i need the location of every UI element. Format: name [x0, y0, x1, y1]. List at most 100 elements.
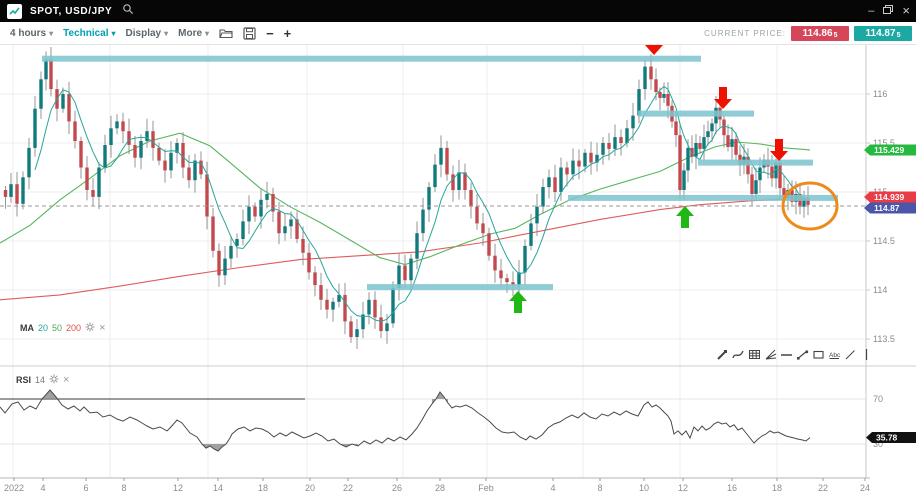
- candle-up: [517, 272, 521, 286]
- diagonal-line-tool[interactable]: [844, 348, 857, 362]
- candle-up: [625, 128, 629, 143]
- candle-up: [631, 115, 635, 129]
- chevron-down-icon: ▾: [205, 28, 210, 38]
- candle-up: [21, 177, 25, 204]
- bid-price-box[interactable]: 114.86 5: [791, 26, 849, 41]
- candle-up: [265, 194, 269, 200]
- candlesticks: [3, 47, 810, 349]
- support-resistance-zone[interactable]: [367, 284, 553, 291]
- brush-tool[interactable]: [732, 348, 745, 362]
- time-axis-label: 12: [678, 483, 688, 493]
- time-axis-label: 6: [83, 483, 88, 493]
- candle-down: [307, 252, 311, 273]
- remove-rsi-icon[interactable]: ×: [63, 373, 70, 386]
- more-dropdown[interactable]: More ▾: [178, 27, 210, 39]
- instrument-title: SPOT, USD/JPY: [30, 5, 113, 17]
- vertical-line-tool[interactable]: [860, 348, 873, 362]
- pencil-tool[interactable]: [716, 348, 729, 362]
- candle-up: [583, 152, 587, 167]
- restore-button[interactable]: [883, 0, 894, 22]
- zoom-in-button[interactable]: +: [283, 25, 292, 41]
- price-axis-label: 114: [873, 285, 887, 295]
- candle-down: [565, 167, 569, 175]
- candle-down: [271, 194, 275, 212]
- fan-tool[interactable]: [764, 348, 777, 362]
- grid-tool[interactable]: [748, 348, 761, 362]
- buy-arrow[interactable]: [676, 206, 694, 228]
- candle-up: [397, 265, 401, 288]
- trend-line-tool[interactable]: [796, 348, 809, 362]
- svg-text:115.429: 115.429: [874, 145, 905, 155]
- rectangle-tool[interactable]: [812, 348, 825, 362]
- price-tag-ma50-value: 115.429: [864, 144, 916, 156]
- candle-down: [49, 59, 53, 90]
- candle-down: [666, 94, 670, 106]
- candle-up: [229, 245, 233, 259]
- ask-price-box[interactable]: 114.87 5: [854, 26, 912, 41]
- candle-up: [643, 66, 647, 90]
- buy-arrow[interactable]: [509, 291, 527, 313]
- candle-down: [649, 66, 653, 80]
- candle-up: [694, 143, 698, 157]
- candle-down: [15, 184, 19, 204]
- candle-down: [607, 143, 611, 149]
- support-resistance-zone[interactable]: [568, 194, 838, 201]
- candle-down: [79, 141, 83, 168]
- time-axis-label: 24: [860, 483, 870, 493]
- candle-up: [710, 123, 714, 132]
- support-resistance-zone[interactable]: [42, 55, 701, 62]
- gear-icon[interactable]: [85, 322, 95, 334]
- remove-ma-icon[interactable]: ×: [99, 321, 106, 334]
- candle-up: [730, 139, 734, 147]
- candle-down: [445, 147, 449, 175]
- time-axis[interactable]: 2022 4 6 8 12 14 18 20 22 26 28 Feb 4 8 10 12 16 18 22 24: [4, 478, 870, 493]
- support-resistance-zone[interactable]: [638, 110, 754, 117]
- candle-up: [367, 299, 371, 315]
- rsi-period: 14: [35, 375, 46, 385]
- candle-up: [595, 154, 599, 163]
- minimize-button[interactable]: –: [868, 5, 875, 17]
- chevron-down-icon: ▾: [111, 28, 116, 38]
- time-axis-label: 26: [392, 483, 402, 493]
- sell-arrow[interactable]: [714, 87, 732, 109]
- chart-toolbar: 4 hours ▾ Technical ▾ Display ▾ More ▾ − + C…: [0, 22, 916, 45]
- candle-up: [259, 199, 263, 217]
- ma20-line[interactable]: [34, 85, 809, 323]
- candle-up: [97, 167, 101, 197]
- candle-down: [343, 294, 347, 322]
- candle-up: [223, 258, 227, 276]
- search-icon[interactable]: [122, 2, 134, 20]
- candle-up: [39, 79, 43, 109]
- support-resistance-zone[interactable]: [698, 159, 813, 166]
- candle-down: [577, 160, 581, 167]
- text-tool[interactable]: Abc: [828, 348, 841, 362]
- highlight-ellipse[interactable]: [781, 181, 839, 231]
- zoom-out-button[interactable]: −: [266, 25, 274, 41]
- candle-up: [27, 147, 31, 178]
- close-button[interactable]: ×: [902, 3, 910, 18]
- horizontal-line-tool[interactable]: [780, 348, 793, 362]
- candle-down: [199, 160, 203, 175]
- open-folder-icon[interactable]: [219, 27, 233, 39]
- candle-down: [253, 206, 257, 217]
- gear-icon[interactable]: [49, 374, 59, 386]
- candle-down: [3, 190, 8, 197]
- candle-down: [121, 121, 125, 132]
- candle-up: [409, 258, 413, 281]
- candle-down: [722, 119, 726, 136]
- gridlines: [0, 45, 866, 478]
- rsi-70-label: 70: [873, 394, 883, 404]
- panel-borders: [0, 45, 916, 479]
- display-dropdown[interactable]: Display ▾: [125, 27, 169, 39]
- rsi-line: [0, 389, 811, 452]
- save-icon[interactable]: [243, 26, 256, 40]
- time-axis-label: 4: [40, 483, 45, 493]
- analysis-mode-dropdown[interactable]: Technical ▾: [63, 27, 116, 39]
- sell-arrow[interactable]: [770, 139, 788, 161]
- ma50-param: 50: [52, 323, 63, 333]
- candle-up: [457, 172, 461, 190]
- candle-down: [325, 299, 329, 310]
- timeframe-dropdown[interactable]: 4 hours ▾: [10, 27, 54, 39]
